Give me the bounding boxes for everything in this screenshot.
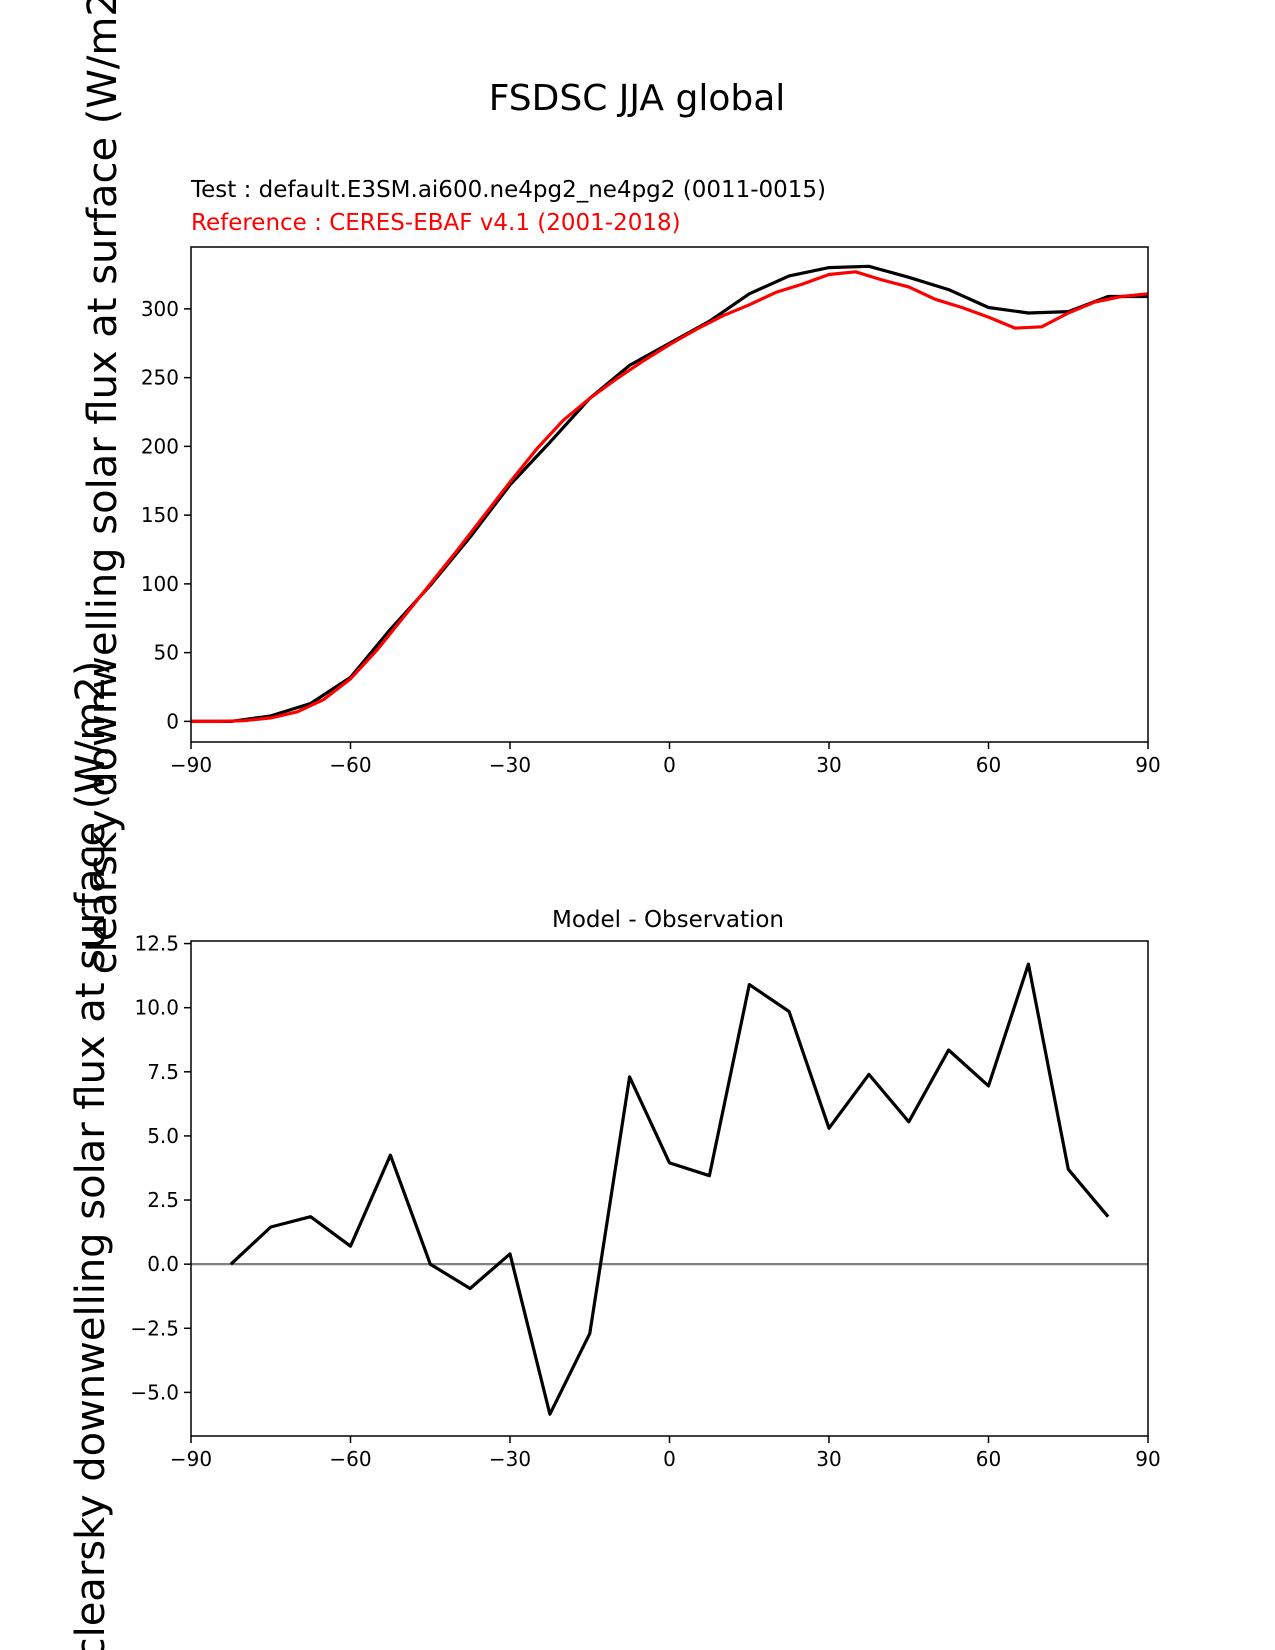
y-tick-label: 250 [141, 366, 179, 390]
y-tick-label: 200 [141, 434, 179, 458]
y-tick-label: 150 [141, 503, 179, 527]
series-line-model-observation [229, 962, 1110, 1416]
y-tick-label: 100 [141, 572, 179, 596]
y-tick-label: 2.5 [147, 1188, 179, 1212]
x-tick-label: 30 [816, 753, 841, 777]
figure-title: FSDSC JJA global [489, 78, 786, 119]
x-tick-label: −90 [170, 753, 212, 777]
diff-plot-title: Model - Observation [552, 907, 784, 933]
x-tick-label: 0 [663, 1447, 676, 1471]
y-tick-label: −5.0 [130, 1380, 179, 1404]
x-tick-label: 30 [816, 1447, 841, 1471]
reference-label: Reference : CERES-EBAF v4.1 (2001-2018) [191, 210, 681, 236]
top-plot-area: −90 −60 −30 0 30 60 90 0 50 100 150 200 250 300 [141, 246, 1161, 777]
bottom-plot-area: −90 −60 −30 0 30 60 90 −5.0 −2.5 0.0 2.5 5.0 7.5 10.0… [130, 932, 1160, 1471]
series-line-test [191, 264, 1148, 724]
top-ylabel: clearsky downwelling solar flux at surfa… [80, 0, 126, 974]
x-tick-label: 0 [663, 753, 676, 777]
y-tick-label: 0.0 [147, 1252, 179, 1276]
x-tick-label: 60 [976, 1447, 1001, 1471]
x-tick-label: 90 [1135, 753, 1160, 777]
axes-frame [190, 246, 1149, 743]
y-tick-label: 7.5 [147, 1060, 179, 1084]
y-tick-label: −2.5 [130, 1316, 179, 1340]
y-tick-label: 10.0 [134, 996, 179, 1020]
y-tick-label: 300 [141, 297, 179, 321]
x-tick-label: −90 [170, 1447, 212, 1471]
x-tick-label: 90 [1135, 1447, 1160, 1471]
series-line-reference [191, 270, 1149, 724]
bottom-ylabel: clearsky downwelling solar flux at surfa… [68, 661, 114, 1650]
axes-frame [190, 940, 1149, 1437]
y-tick-label: 0 [166, 709, 179, 733]
x-tick-label: −60 [329, 753, 371, 777]
y-tick-label: 12.5 [134, 932, 179, 956]
x-tick-label: −30 [489, 1447, 531, 1471]
x-tick-label: 60 [976, 753, 1001, 777]
y-tick-label: 5.0 [147, 1124, 179, 1148]
test-label: Test : default.E3SM.ai600.ne4pg2_ne4pg2 … [190, 177, 826, 203]
x-tick-label: −60 [329, 1447, 371, 1471]
y-tick-label: 50 [154, 641, 179, 665]
x-tick-label: −30 [489, 753, 531, 777]
